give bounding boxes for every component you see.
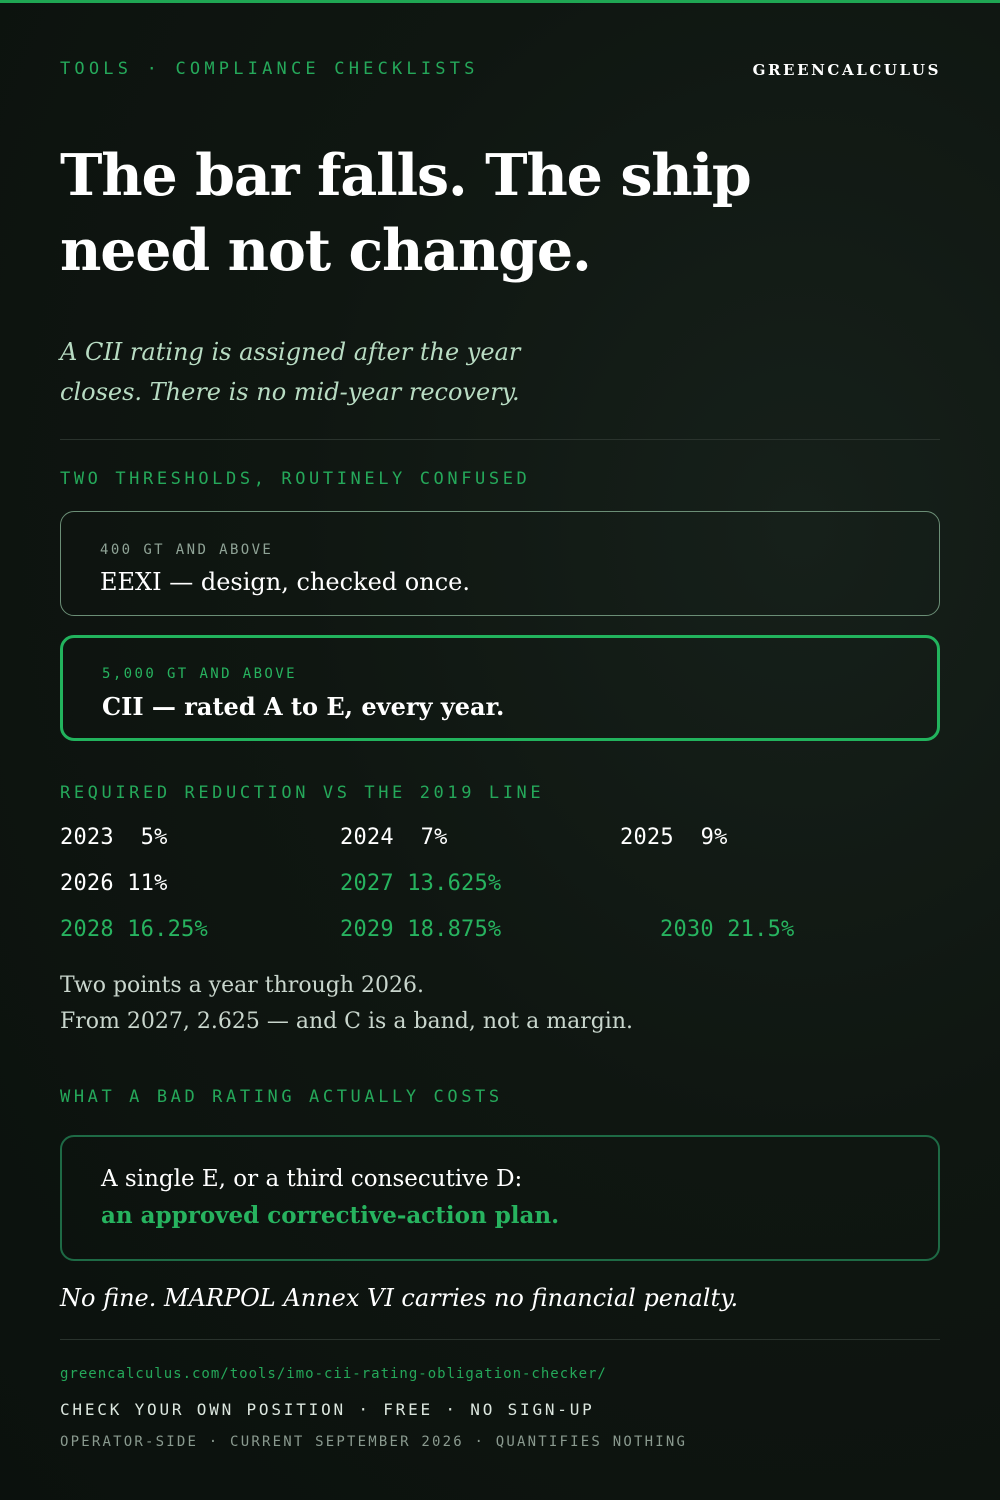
reduction-year: 2026 bbox=[60, 871, 114, 896]
reduction-year: 2024 bbox=[340, 825, 394, 850]
reduction-year: 2030 bbox=[660, 917, 714, 942]
reduction-value: 21.5% bbox=[727, 917, 795, 942]
reduction-item: 2030 21.5% bbox=[660, 917, 794, 942]
reduction-value: 18.875% bbox=[407, 917, 502, 942]
reduction-item: 2024 7% bbox=[340, 825, 448, 850]
reduction-note: Two points a year through 2026. From 2027… bbox=[60, 968, 633, 1040]
reduction-item: 2028 16.25% bbox=[60, 917, 208, 942]
reduction-item: 2025 9% bbox=[620, 825, 728, 850]
brand-logo[interactable]: GREENCALCULUS bbox=[752, 61, 941, 79]
footer-divider bbox=[60, 1339, 940, 1340]
breadcrumb[interactable]: TOOLS · COMPLIANCE CHECKLISTS bbox=[60, 59, 479, 79]
no-fine-note: No fine. MARPOL Annex VI carries no fina… bbox=[60, 1284, 739, 1312]
reduction-year: 2029 bbox=[340, 917, 394, 942]
reduction-value: 11% bbox=[127, 871, 168, 896]
cii-description: CII — rated A to E, every year. bbox=[102, 692, 505, 721]
reduction-item: 2026 11% bbox=[60, 871, 168, 896]
top-accent-bar bbox=[0, 0, 1000, 3]
costs-section-label: WHAT A BAD RATING ACTUALLY COSTS bbox=[60, 1087, 503, 1107]
footer-meta: OPERATOR-SIDE · CURRENT SEPTEMBER 2026 ·… bbox=[60, 1434, 688, 1450]
reduction-note-line-1: Two points a year through 2026. bbox=[60, 973, 424, 998]
reduction-note-line-2: From 2027, 2.625 — and C is a band, not … bbox=[60, 1009, 634, 1034]
reduction-year: 2025 bbox=[620, 825, 674, 850]
cta-link[interactable]: CHECK YOUR OWN POSITION · FREE · NO SIGN… bbox=[60, 1400, 595, 1419]
cost-consequence: an approved corrective-action plan. bbox=[101, 1202, 560, 1229]
reduction-item: 2027 13.625% bbox=[340, 871, 501, 896]
lede: A CII rating is assigned after the year … bbox=[60, 338, 521, 406]
reduction-value: 7% bbox=[420, 825, 448, 850]
eexi-card: 400 GT AND ABOVE EEXI — design, checked … bbox=[60, 511, 940, 616]
eexi-threshold: 400 GT AND ABOVE bbox=[100, 542, 274, 558]
cii-card: 5,000 GT AND ABOVE CII — rated A to E, e… bbox=[60, 635, 940, 741]
page-title: The bar falls. The ship need not change. bbox=[60, 142, 752, 284]
reduction-year: 2023 bbox=[60, 825, 114, 850]
thresholds-section-label: TWO THRESHOLDS, ROUTINELY CONFUSED bbox=[60, 469, 531, 489]
cii-threshold: 5,000 GT AND ABOVE bbox=[102, 666, 297, 682]
cost-condition: A single E, or a third consecutive D: bbox=[101, 1166, 523, 1192]
reduction-item: 2029 18.875% bbox=[340, 917, 501, 942]
reduction-value: 5% bbox=[140, 825, 168, 850]
reduction-value: 13.625% bbox=[407, 871, 502, 896]
reduction-value: 16.25% bbox=[127, 917, 208, 942]
reduction-value: 9% bbox=[700, 825, 728, 850]
reduction-year: 2028 bbox=[60, 917, 114, 942]
reduction-year: 2027 bbox=[340, 871, 394, 896]
divider bbox=[60, 439, 940, 440]
eexi-description: EEXI — design, checked once. bbox=[100, 568, 470, 596]
tool-url-link[interactable]: greencalculus.com/tools/imo-cii-rating-o… bbox=[60, 1366, 607, 1382]
cost-card: A single E, or a third consecutive D: an… bbox=[60, 1135, 940, 1261]
reduction-item: 2023 5% bbox=[60, 825, 168, 850]
reduction-section-label: REQUIRED REDUCTION VS THE 2019 LINE bbox=[60, 783, 545, 803]
